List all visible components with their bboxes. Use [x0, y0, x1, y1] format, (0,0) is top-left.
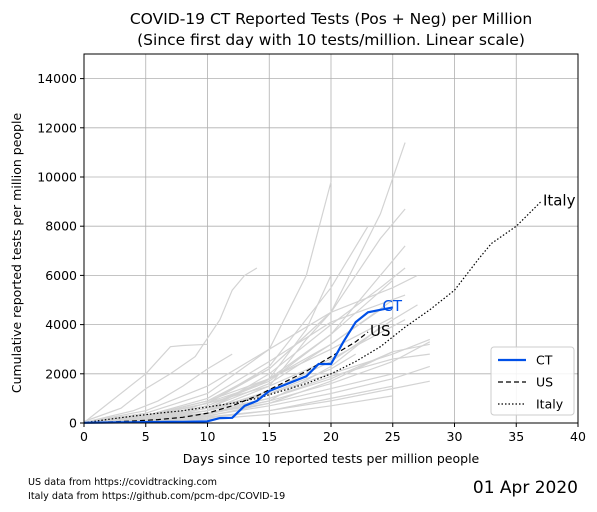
series-labels: CT US Italy: [370, 191, 576, 339]
x-tick-label: 20: [323, 429, 339, 444]
background-lines: [83, 142, 431, 424]
series-line-us: [83, 331, 369, 424]
chart-title: COVID-19 CT Reported Tests (Pos + Neg) p…: [130, 10, 532, 28]
chart-subtitle: (Since first day with 10 tests/million. …: [137, 31, 525, 49]
x-tick-label: 35: [508, 429, 524, 444]
background-line: [83, 338, 431, 424]
y-tick-label: 8000: [45, 219, 77, 234]
x-axis-label: Days since 10 reported tests per million…: [183, 451, 480, 466]
background-line: [83, 267, 258, 423]
series-label-italy: Italy: [543, 191, 576, 209]
background-line: [83, 274, 418, 424]
date-stamp: 01 Apr 2020: [473, 478, 578, 498]
y-tick-label: 4000: [45, 317, 77, 332]
legend-label-us: US: [536, 375, 553, 390]
legend-label-ct: CT: [536, 353, 553, 368]
series-line-ct: [83, 306, 394, 424]
background-line: [83, 309, 381, 424]
series-lines: [83, 201, 542, 424]
y-ticks: 0 2000 4000 6000 8000 10000 12000 14000: [37, 71, 84, 431]
background-line: [83, 343, 208, 423]
x-tick-label: 25: [385, 429, 401, 444]
x-tick-label: 15: [261, 429, 277, 444]
x-tick-label: 5: [142, 429, 150, 444]
x-tick-label: 40: [570, 429, 586, 444]
background-line: [83, 181, 332, 424]
y-tick-label: 0: [69, 416, 77, 431]
y-tick-label: 6000: [45, 268, 77, 283]
x-tick-label: 30: [447, 429, 463, 444]
source-italy: Italy data from https://github.com/pcm-d…: [28, 491, 285, 502]
y-tick-label: 14000: [37, 71, 77, 86]
y-tick-label: 10000: [37, 170, 77, 185]
series-label-us: US: [370, 322, 391, 340]
legend-box: [490, 346, 575, 416]
legend-label-italy: Italy: [536, 397, 564, 412]
series-label-ct: CT: [382, 297, 402, 315]
legend: CT US Italy: [490, 346, 575, 416]
y-tick-label: 12000: [37, 120, 77, 135]
x-tick-label: 0: [80, 429, 88, 444]
y-tick-label: 2000: [45, 366, 77, 381]
x-ticks: 0 5 10 15 20 25 30 35 40: [80, 423, 586, 444]
background-line: [83, 353, 233, 424]
x-tick-label: 10: [200, 429, 216, 444]
y-axis-label: Cumulative reported tests per million pe…: [9, 113, 24, 394]
source-us: US data from https://covidtracking.com: [28, 477, 217, 488]
